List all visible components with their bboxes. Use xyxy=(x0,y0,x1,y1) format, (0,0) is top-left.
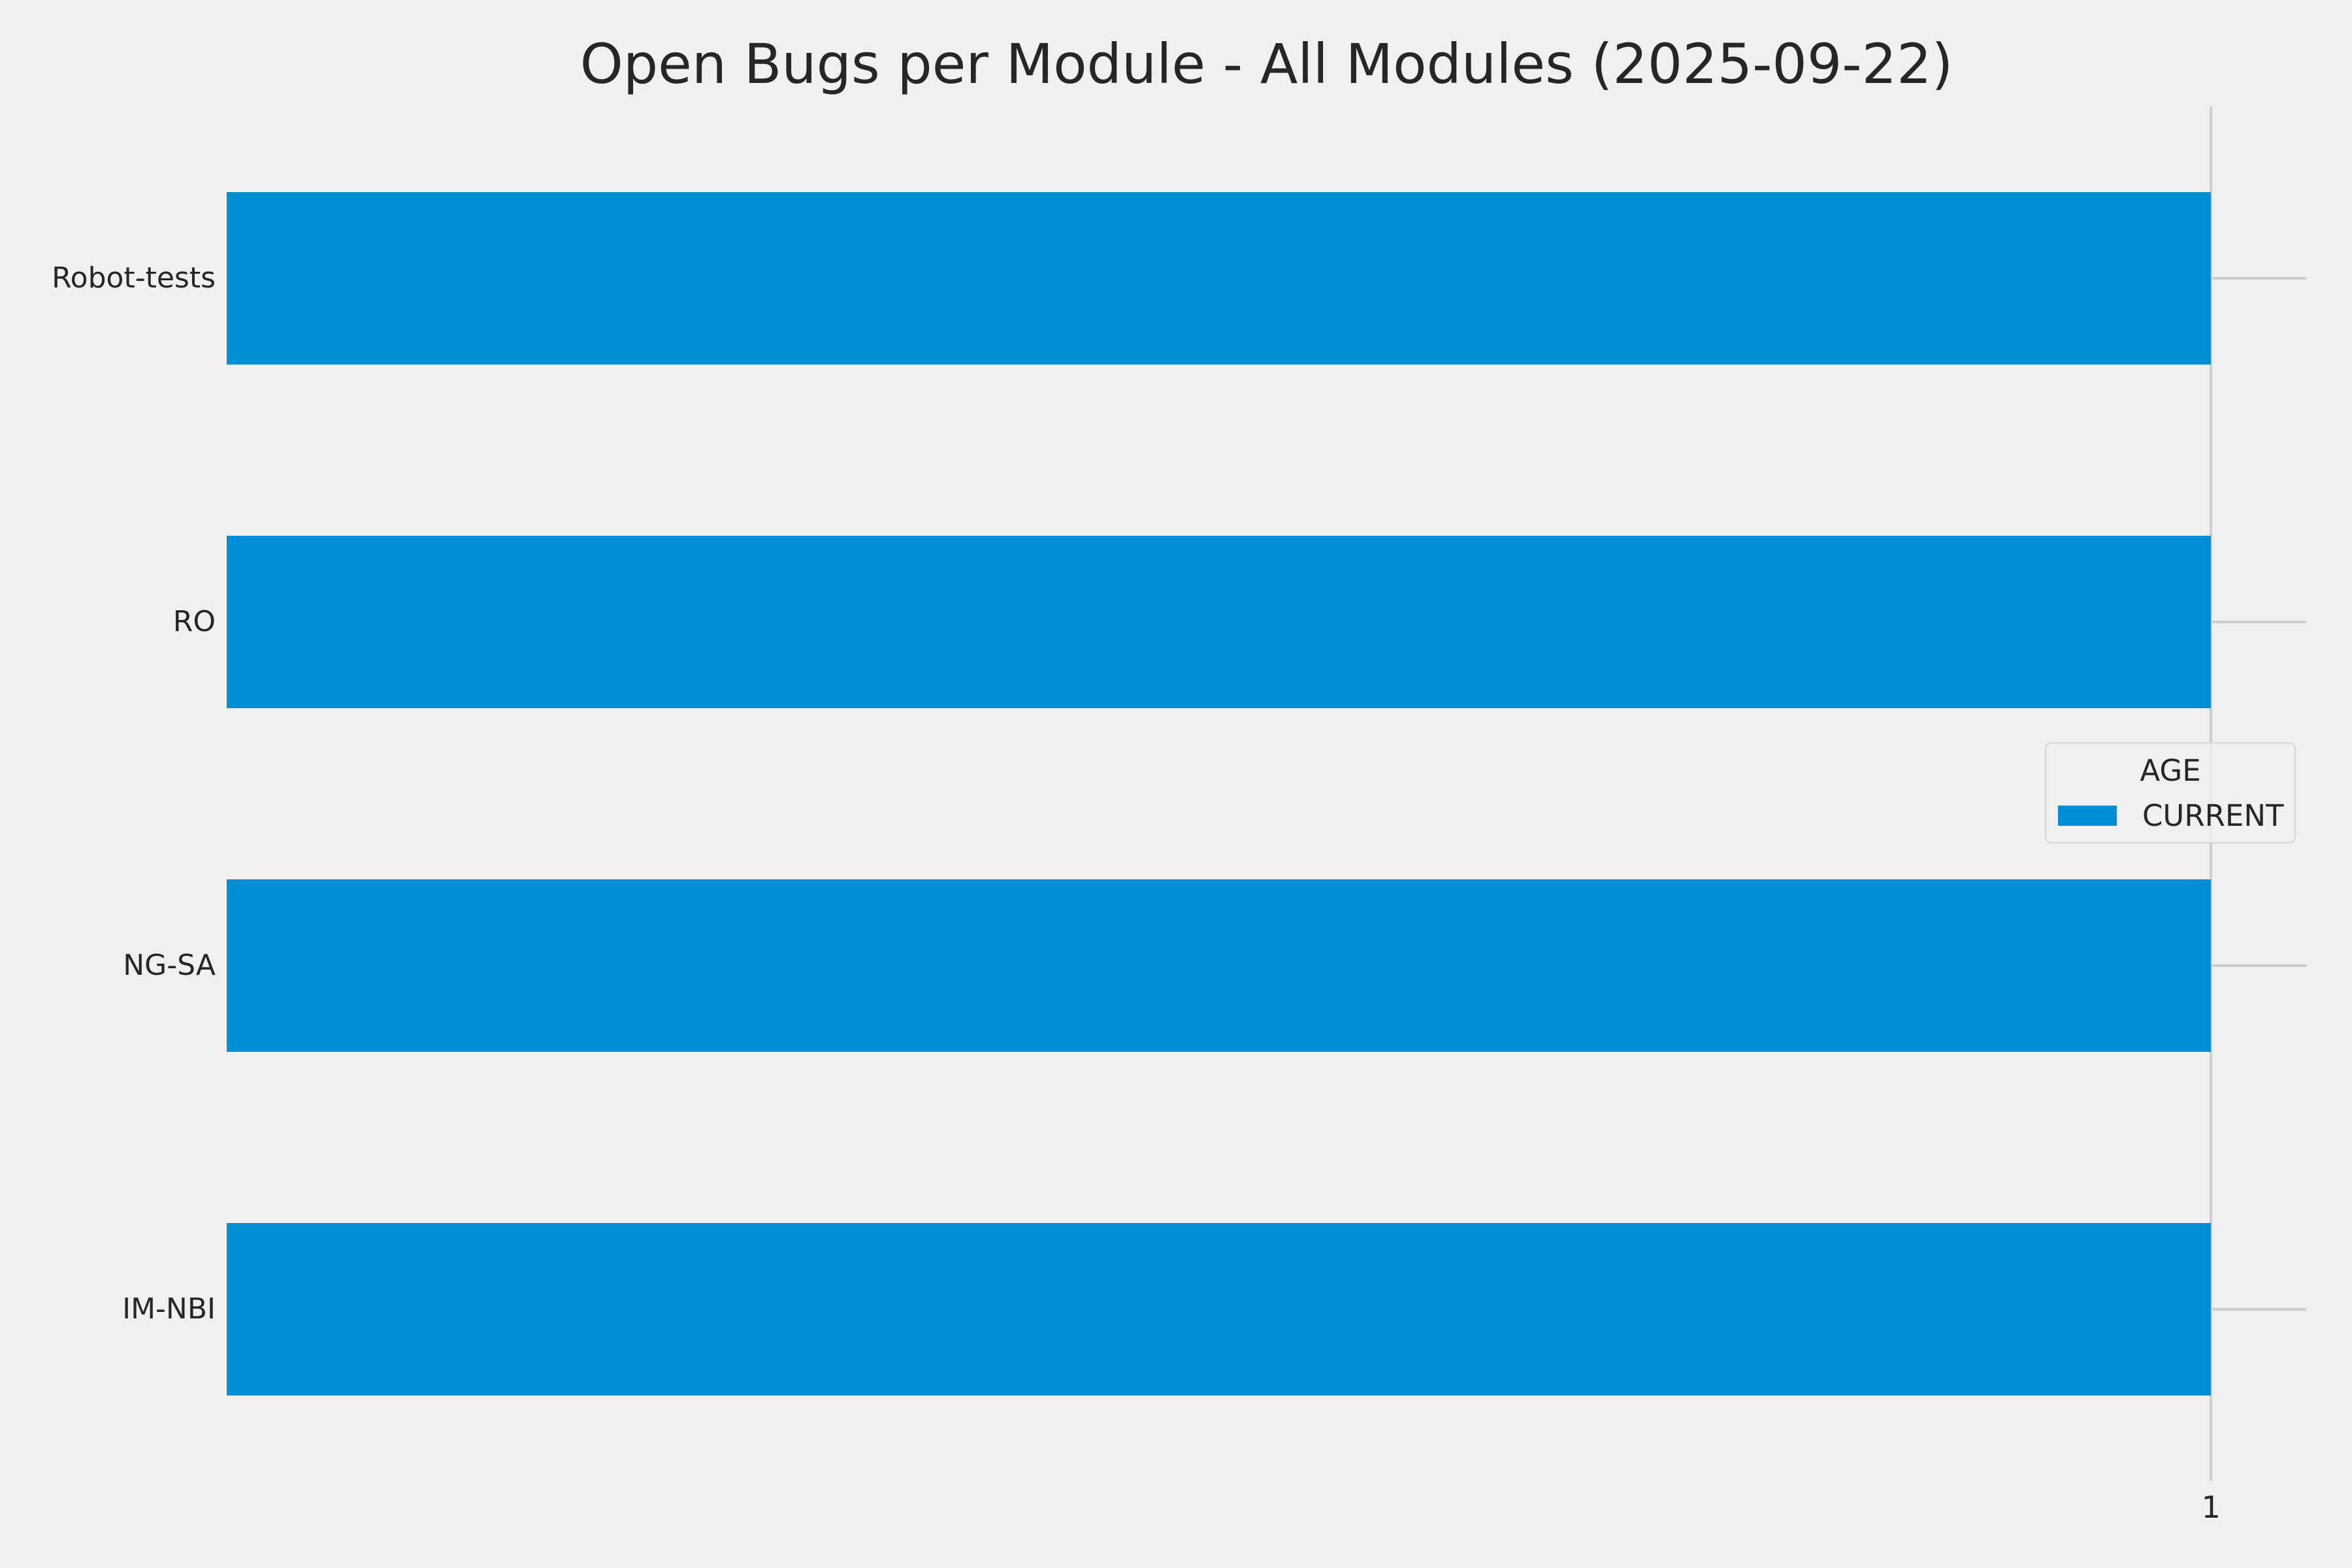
y-tick-label: Robot-tests xyxy=(52,261,216,295)
legend-item-current: CURRENT xyxy=(2058,801,2283,830)
bar-ro xyxy=(227,536,2212,708)
legend: AGE CURRENT xyxy=(2045,742,2296,843)
y-tick-label: IM-NBI xyxy=(122,1292,216,1326)
y-tick-label: NG-SA xyxy=(123,949,216,982)
bar-ng-sa xyxy=(227,879,2212,1052)
y-tick-label: RO xyxy=(172,605,216,638)
x-tick-label: 1 xyxy=(2201,1490,2221,1525)
legend-title: AGE xyxy=(2140,753,2201,788)
legend-item-label: CURRENT xyxy=(2142,798,2284,834)
bar-im-nbi xyxy=(227,1223,2212,1396)
chart-title: Open Bugs per Module - All Modules (2025… xyxy=(580,32,1953,96)
legend-swatch-icon xyxy=(2058,806,2117,826)
plot-area xyxy=(227,106,2306,1481)
bar-robot-tests xyxy=(227,192,2212,365)
